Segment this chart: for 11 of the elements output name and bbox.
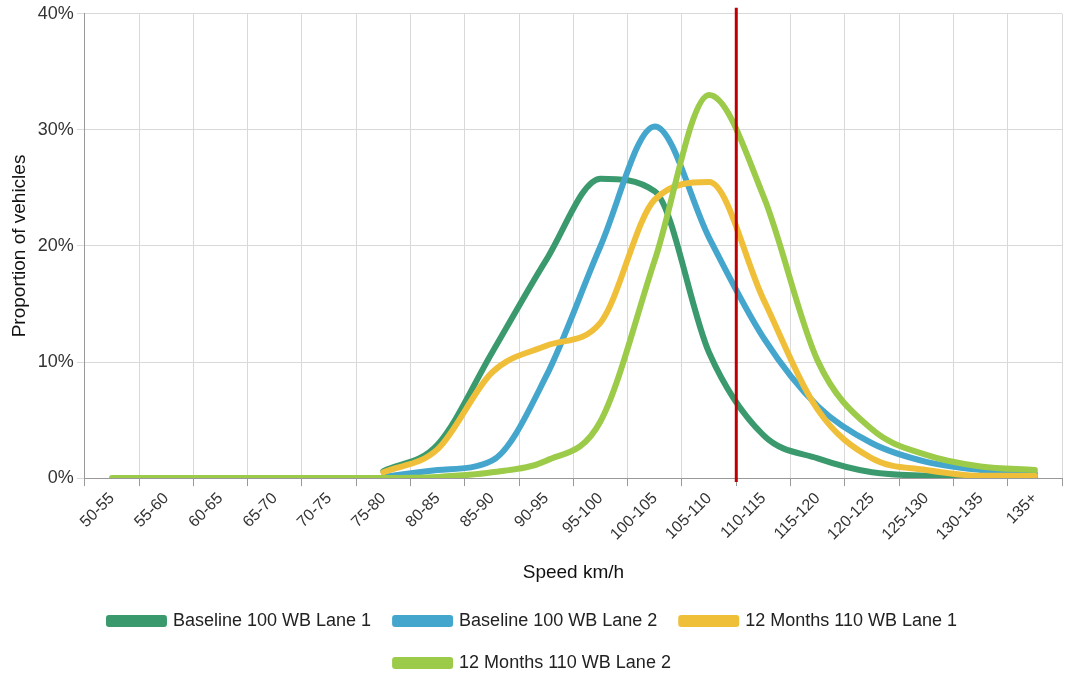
y-tick-label: 0% — [47, 467, 74, 488]
x-axis-title: Speed km/h — [522, 560, 625, 582]
y-axis-title: Proportion of vehicles — [7, 154, 29, 338]
y-tick-label: 10% — [37, 351, 74, 371]
legend-label: 12 Months 110 WB Lane 2 — [459, 651, 671, 672]
legend-label: Baseline 100 WB Lane 1 — [172, 609, 372, 630]
y-tick-label: 20% — [37, 234, 74, 255]
y-tick-label: 40% — [37, 2, 74, 23]
legend-label: Baseline 100 WB Lane 2 — [459, 609, 658, 630]
legend-label: 12 Months 110 WB Lane 1 — [745, 609, 958, 630]
y-tick-label: 30% — [37, 118, 74, 139]
